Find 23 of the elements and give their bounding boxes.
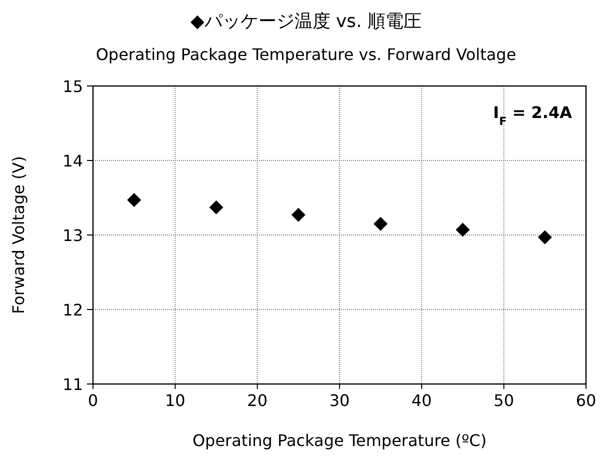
x-tick-label: 20 <box>247 391 268 410</box>
point <box>209 200 224 214</box>
x-tick-label: 10 <box>164 391 186 410</box>
x-tick-label: 50 <box>494 391 514 410</box>
y-tick-label: 12 <box>62 300 83 320</box>
y-tick-label: 14 <box>62 152 83 170</box>
y-axis-title: Forward Voltage (V) <box>9 156 28 314</box>
x-tick-label: 40 <box>411 391 432 410</box>
x-tick-label: 30 <box>329 391 350 410</box>
y-tick-label: 13 <box>62 226 83 245</box>
annotation: I$_{F}$ = 2.4A <box>493 103 573 128</box>
y-tick-label: 15 <box>62 77 83 96</box>
chart-subtitle: Operating Package Temperature vs. Forward Voltage <box>96 45 516 64</box>
x-tick-label: 60 <box>576 391 596 410</box>
point <box>538 230 552 244</box>
point <box>127 192 142 207</box>
point <box>374 216 388 231</box>
chart-title: ◆パッケージ温度 vs. 順電圧 <box>190 11 422 32</box>
x-axis-title: Operating Package Temperature (ºC) <box>192 431 487 450</box>
y-tick-label: 11 <box>62 375 83 394</box>
x-tick-label: 0 <box>88 391 98 410</box>
point <box>456 222 470 237</box>
point <box>291 208 306 222</box>
